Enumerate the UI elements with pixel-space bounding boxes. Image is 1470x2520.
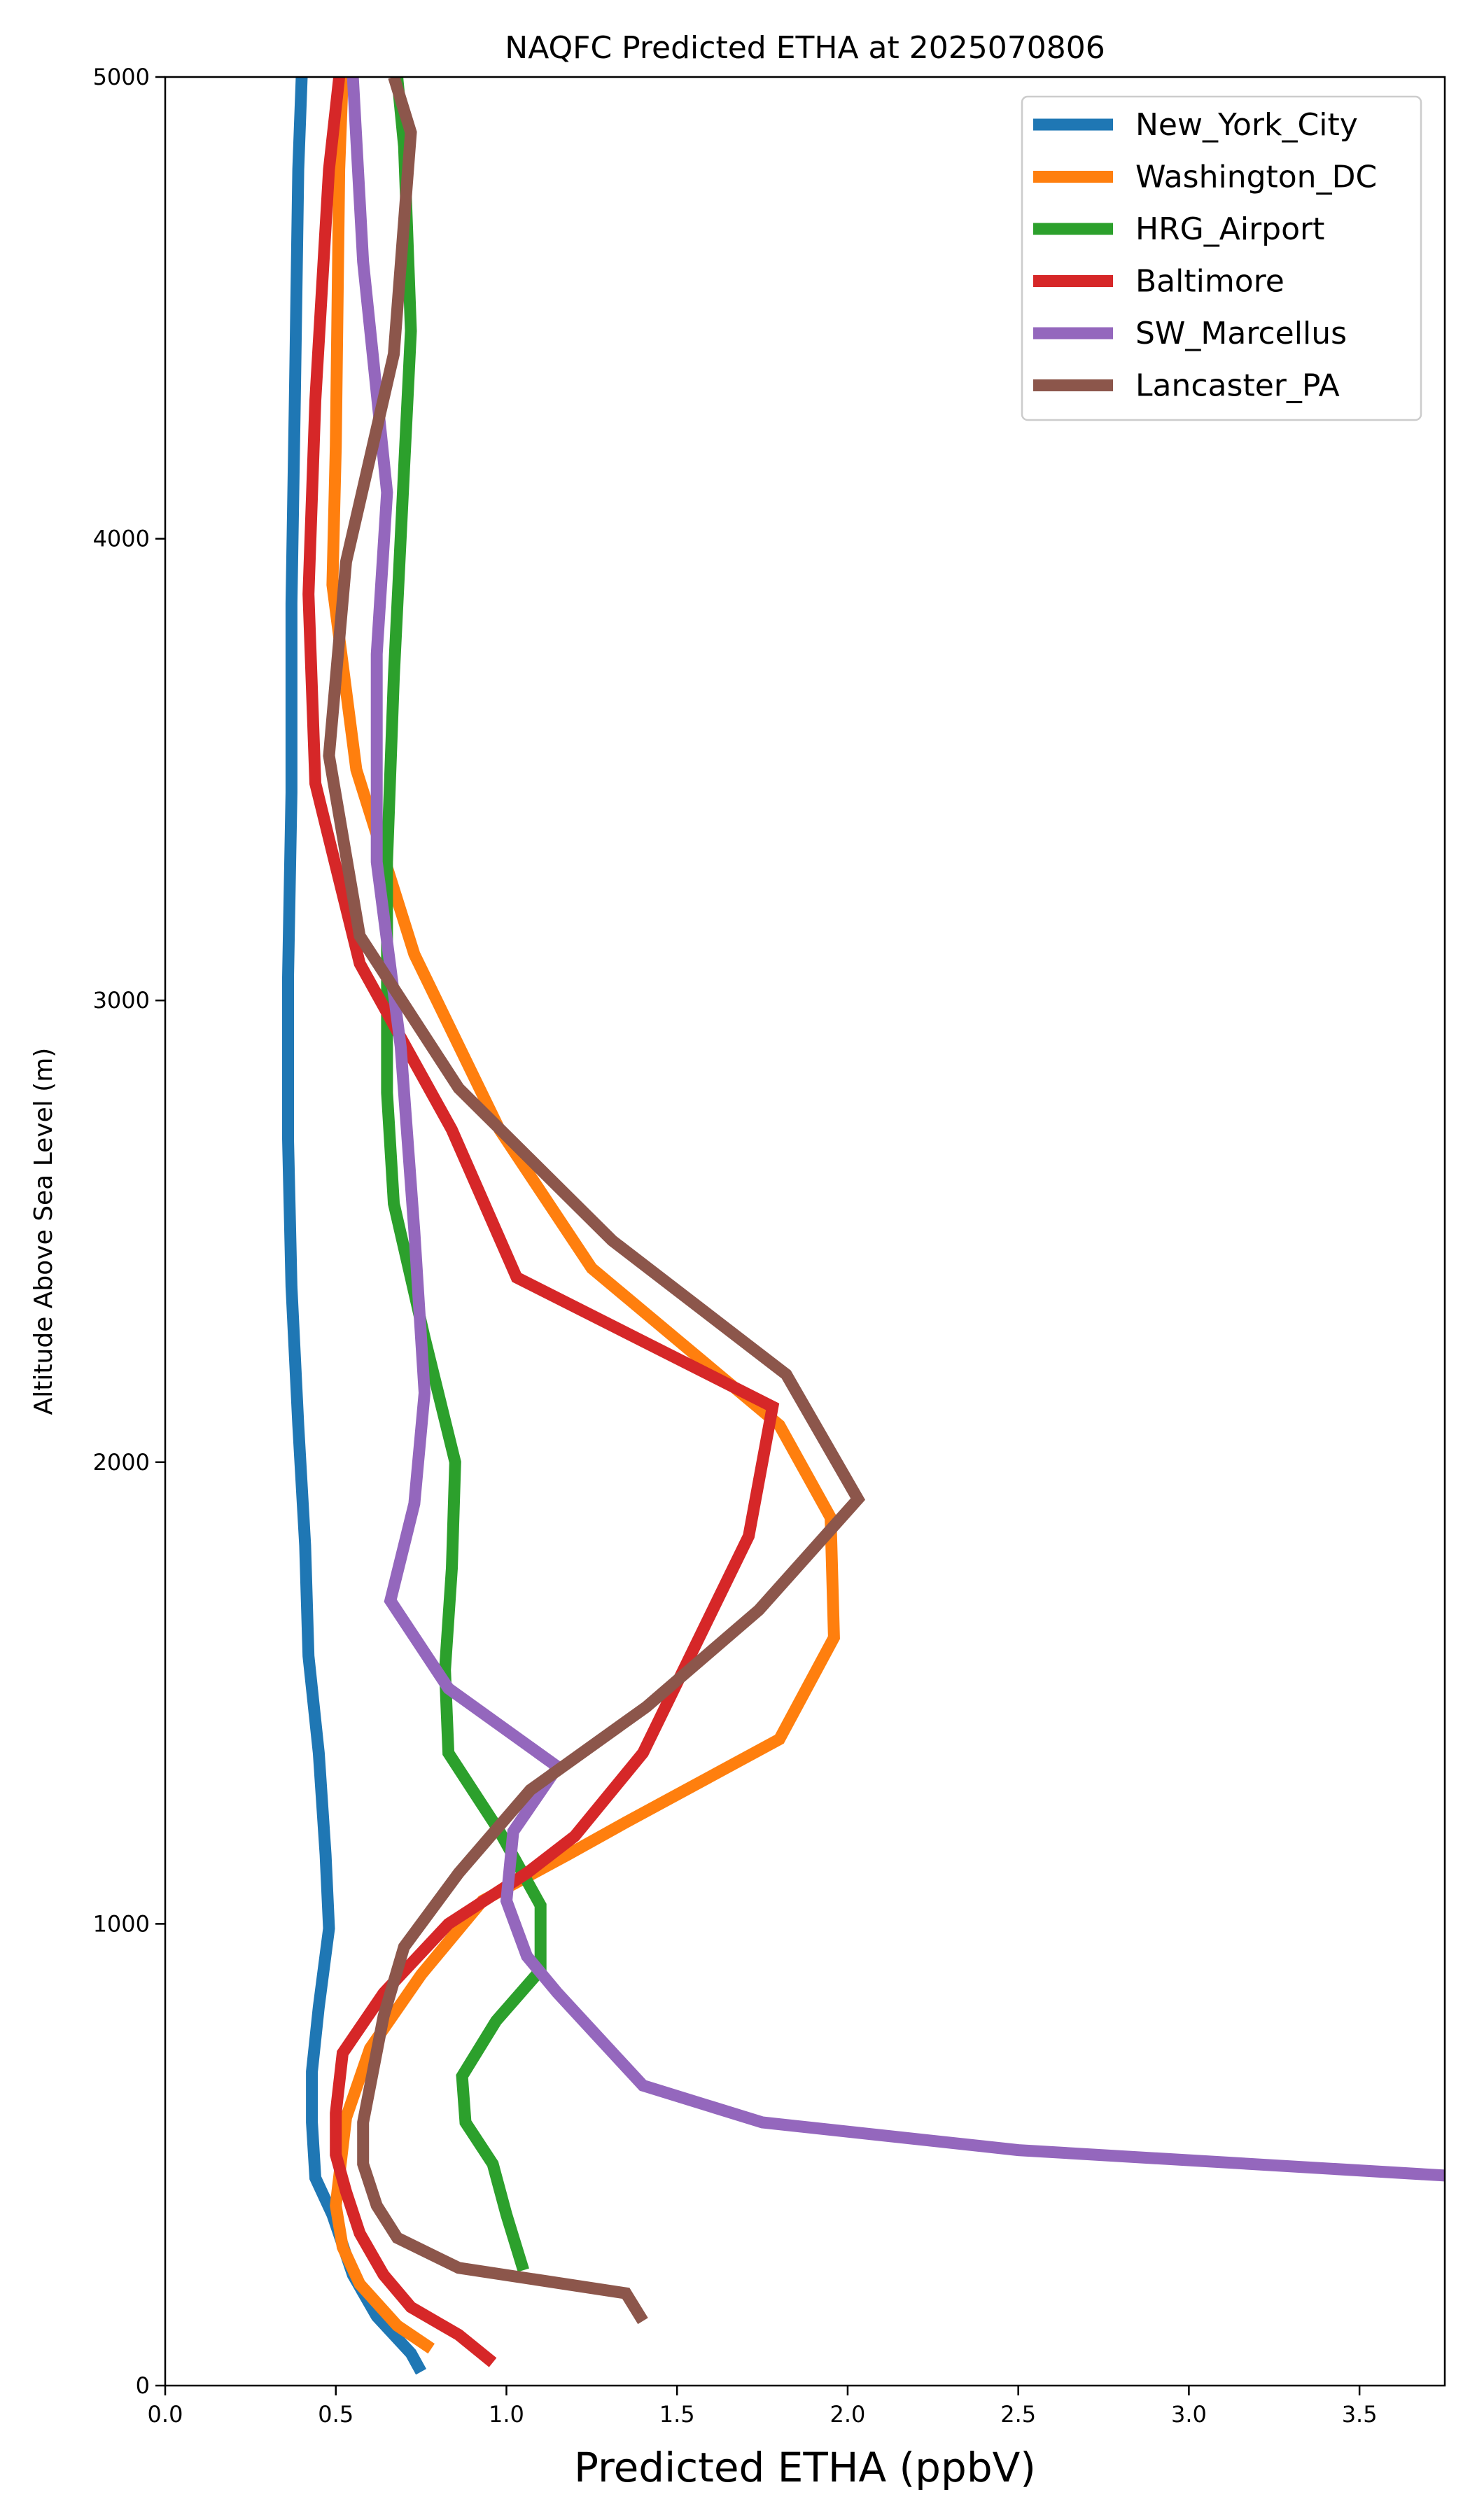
legend-label: New_York_City [1135,107,1358,143]
x-axis: 0.0 0.5 1.0 1.5 2.0 2.5 3.0 3.5 [148,2386,1378,2428]
y-axis: 0 1000 2000 3000 4000 5000 [93,64,165,2399]
y-tick-label: 5000 [93,64,150,90]
x-tick-label: 1.0 [489,2401,524,2428]
y-tick-label: 2000 [93,1449,150,1476]
x-tick-label: 2.0 [830,2401,865,2428]
series-line-lancaster-pa [323,77,866,2325]
legend: New_York_City Washington_DC HRG_Airport Bal… [1021,95,1422,421]
x-tick-label: 3.5 [1342,2401,1378,2428]
series-line-baltimore [302,77,780,2367]
legend-label: SW_Marcellus [1135,316,1347,351]
series-layer [282,77,1445,2375]
x-axis-title: Predicted ETHA (ppbV) [574,2444,1036,2491]
x-tick-label: 0.5 [318,2401,354,2428]
legend-label: Washington_DC [1135,160,1377,195]
x-tick-label: 0.0 [148,2401,183,2428]
series-line-hrg-airport [381,77,547,2272]
y-tick-label: 3000 [93,987,150,1014]
x-tick-label: 2.5 [1000,2401,1036,2428]
series-line-washington-dc [326,77,840,2354]
x-tick-label: 1.5 [659,2401,695,2428]
x-tick-label: 3.0 [1171,2401,1207,2428]
plot-area-frame [164,76,1446,2387]
legend-label: HRG_Airport [1135,211,1324,247]
y-tick-label: 0 [136,2372,150,2399]
y-tick-label: 1000 [93,1910,150,1937]
chart-title: NAQFC Predicted ETHA at 2025070806 [505,30,1105,66]
y-axis-title: Altitude Above Sea Level (m) [29,1048,58,1415]
y-tick-label: 4000 [93,526,150,552]
legend-label: Baltimore [1135,264,1284,300]
legend-label: Lancaster_PA [1135,368,1340,404]
series-line-sw-marcellus [346,77,1445,2182]
legend-box [1021,95,1422,421]
